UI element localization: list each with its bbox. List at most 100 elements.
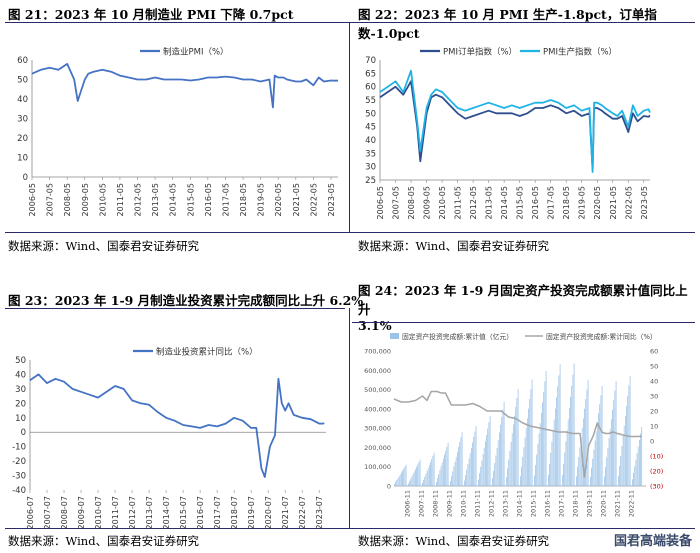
divider-bottom — [349, 308, 350, 528]
bar — [437, 478, 438, 486]
bar — [432, 455, 434, 486]
bar — [422, 483, 423, 486]
bar — [556, 397, 557, 486]
y-tick-label: 20 — [17, 134, 28, 144]
y-right-tick-label: 0 — [650, 438, 654, 446]
bar — [485, 441, 486, 486]
bar — [472, 442, 473, 486]
y-tick-label: 0 — [23, 173, 28, 183]
x-tick-label: 2016-07 — [196, 496, 205, 529]
rule-24 — [352, 322, 695, 323]
bar — [539, 423, 541, 486]
x-tick-label: 2019-07 — [247, 496, 256, 529]
bar — [495, 455, 497, 486]
bar — [553, 419, 555, 486]
chart23-title: 图 23：2023 年 1-9 月制造业投资累计完成额同比上升 6.2% — [8, 293, 364, 308]
bar — [538, 433, 540, 486]
legend-label: PMI订单指数（%） — [443, 47, 517, 58]
bar — [537, 444, 539, 486]
bar — [641, 426, 643, 486]
bar — [409, 481, 410, 486]
bar — [569, 408, 570, 486]
bar — [480, 466, 482, 486]
series-line-0 — [31, 63, 339, 109]
bar — [465, 475, 466, 486]
bar — [627, 395, 629, 486]
bar — [492, 478, 493, 486]
x-tick-label: 2010-05 — [98, 183, 107, 216]
x-tick-label: 2013-11 — [502, 490, 510, 517]
bar — [450, 481, 451, 486]
bar — [511, 433, 513, 486]
y-left-tick-label: 300,000 — [364, 425, 391, 433]
y-left-tick-label: 500,000 — [364, 386, 391, 394]
chart22-source: 数据来源：Wind、国泰君安证券研究 — [358, 239, 550, 253]
bar — [403, 468, 405, 486]
y-right-tick-label: 50 — [650, 363, 658, 371]
y-tick-label: 30 — [17, 115, 28, 125]
bar — [478, 479, 479, 486]
bar — [452, 471, 454, 486]
bar — [566, 430, 568, 486]
y-left-tick-label: 200,000 — [364, 444, 391, 452]
bar — [468, 458, 470, 486]
bar — [586, 389, 588, 486]
chart24-source: 数据来源：Wind、国泰君安证券研究 — [358, 534, 550, 548]
bar — [445, 450, 447, 486]
bar — [555, 408, 556, 486]
bar — [499, 432, 500, 486]
y-tick-label: 45 — [365, 123, 376, 133]
y-left-tick-label: 0 — [387, 483, 391, 491]
bar — [613, 400, 615, 486]
bottom-rule — [5, 528, 695, 529]
bar — [579, 447, 581, 486]
x-tick-label: 2008-11 — [432, 490, 440, 517]
bar — [545, 370, 547, 486]
bar — [500, 424, 501, 486]
bar — [565, 441, 567, 486]
x-tick-label: 2014-05 — [169, 183, 178, 216]
bar — [509, 450, 511, 486]
chart23-source: 数据来源：Wind、国泰君安证券研究 — [8, 534, 200, 548]
x-tick-label: 2012-05 — [469, 186, 478, 219]
bar — [427, 467, 429, 486]
bar — [440, 466, 442, 486]
bar — [493, 470, 494, 486]
chart21-title: 图 21：2023 年 10 月制造业 PMI 下降 0.7pct — [8, 7, 294, 22]
bar — [578, 457, 580, 486]
x-tick-label: 2012-11 — [488, 490, 496, 517]
bar — [438, 474, 440, 486]
x-tick-label: 2022-05 — [624, 186, 633, 219]
bar — [481, 460, 483, 486]
bar — [534, 475, 535, 486]
x-tick-label: 2011-05 — [454, 186, 463, 219]
bar — [469, 453, 471, 486]
bar — [605, 466, 606, 486]
bar — [439, 470, 441, 486]
bar — [640, 433, 641, 486]
legend-label: 制造业PMI（%） — [163, 47, 229, 58]
x-tick-label: 2020-05 — [593, 186, 602, 219]
bar — [395, 482, 396, 486]
x-tick-label: 2023-05 — [327, 183, 336, 216]
y-tick-label: 30 — [365, 163, 376, 173]
bar — [552, 430, 554, 486]
bar — [466, 469, 468, 486]
x-tick-label: 2007-05 — [392, 186, 401, 219]
bar — [635, 459, 637, 486]
top-rule — [5, 22, 695, 23]
bar — [417, 464, 419, 486]
bar — [629, 375, 631, 486]
x-tick-label: 2007-07 — [43, 496, 52, 529]
y-tick-label: 50 — [15, 356, 26, 366]
mid-rule — [5, 232, 695, 233]
bar — [587, 379, 589, 486]
bar — [639, 440, 640, 486]
chart21-source: 数据来源：Wind、国泰君安证券研究 — [8, 239, 200, 253]
y-right-tick-label: 30 — [650, 393, 658, 401]
y-tick-label: -40 — [12, 486, 26, 496]
x-tick-label: 2018-07 — [230, 496, 239, 529]
x-tick-label: 2013-05 — [151, 183, 160, 216]
bar — [609, 428, 611, 486]
bar — [583, 418, 584, 486]
